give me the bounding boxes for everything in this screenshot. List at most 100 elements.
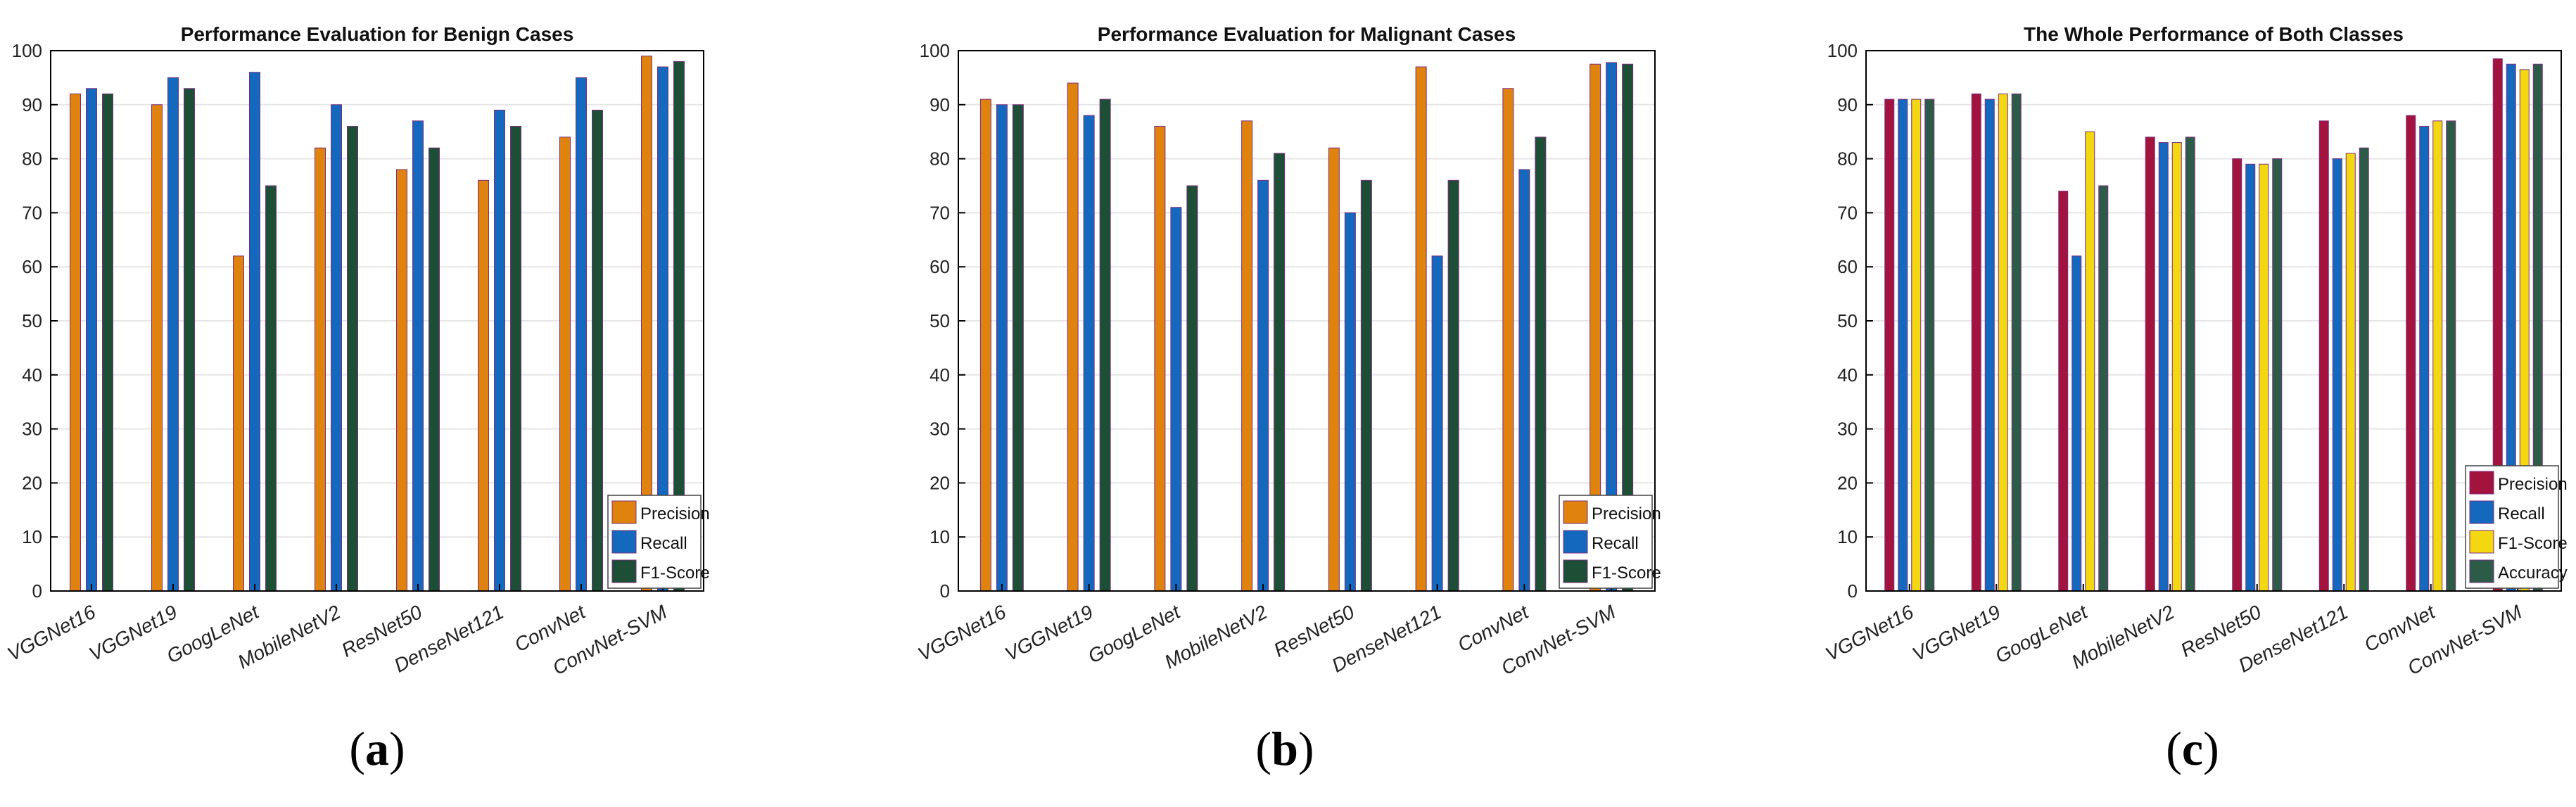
legend-swatch-accuracy xyxy=(2469,559,2494,583)
ytick-label: 100 xyxy=(12,40,42,61)
legend-swatch-recall xyxy=(1563,530,1588,554)
ytick-label: 10 xyxy=(1837,526,1858,547)
bar-recall-convnet xyxy=(2419,126,2430,592)
xtick-label: VGGNet16 xyxy=(1822,601,1917,666)
bar-f1-score-mobilenetv2 xyxy=(1274,153,1286,592)
bar-precision-vggnet16 xyxy=(1884,99,1895,592)
chart-title: Performance Evaluation for Benign Cases xyxy=(181,23,574,45)
ytick-label: 10 xyxy=(22,526,42,547)
bar-precision-convnet xyxy=(559,136,571,592)
bar-recall-mobilenetv2 xyxy=(2158,142,2169,592)
legend-label-recall: Recall xyxy=(640,534,687,553)
ytick-label: 20 xyxy=(22,472,42,493)
bar-f1-score-densenet121 xyxy=(510,126,521,592)
legend-label-recall: Recall xyxy=(1592,534,1639,553)
legend: Precision Recall F1-Score xyxy=(1559,495,1661,589)
caption-a: (a) xyxy=(349,722,405,775)
bar-recall-convnet xyxy=(1518,169,1530,592)
ytick-label: 40 xyxy=(22,364,42,386)
bar-precision-resnet50 xyxy=(2232,158,2242,592)
bar-accuracy-convnet xyxy=(2446,120,2456,592)
ytick-label: 70 xyxy=(929,202,950,223)
ytick-label: 80 xyxy=(1837,148,1858,170)
legend-swatch-precision xyxy=(1563,500,1588,524)
legend-label-precision: Precision xyxy=(640,504,710,523)
xtick-label: VGGNet19 xyxy=(1909,601,2004,666)
ytick-label: 60 xyxy=(22,256,42,277)
chart-c: 0102030405060708090100VGGNet16VGGNet19Go… xyxy=(1822,23,2568,679)
ytick-label: 90 xyxy=(929,94,950,115)
bar-f1-score-googlenet xyxy=(2085,131,2095,592)
bar-accuracy-densenet121 xyxy=(2359,147,2369,592)
bar-precision-mobilenetv2 xyxy=(315,147,326,592)
bar-precision-mobilenetv2 xyxy=(1241,120,1253,592)
bar-precision-densenet121 xyxy=(2318,120,2329,592)
bar-f1-score-convnet xyxy=(2432,120,2443,592)
legend-label-accuracy: Accuracy xyxy=(2498,564,2568,583)
ytick-label: 90 xyxy=(22,94,42,115)
legend-swatch-precision xyxy=(2469,471,2494,495)
bar-accuracy-vggnet19 xyxy=(2011,93,2022,592)
caption-c: (c) xyxy=(2166,722,2219,775)
bar-precision-convnet xyxy=(2406,115,2416,592)
ytick-label: 80 xyxy=(929,148,950,170)
ytick-label: 100 xyxy=(1827,40,1858,61)
legend: Precision Recall F1-Score Accuracy xyxy=(2465,465,2568,589)
legend-label-precision: Precision xyxy=(1592,504,1661,523)
legend-label-f1-score: F1-Score xyxy=(1592,564,1661,583)
bar-recall-resnet50 xyxy=(412,120,424,592)
bar-precision-vggnet16 xyxy=(70,93,81,592)
bar-f1-score-vggnet19 xyxy=(184,88,195,592)
bar-recall-googlenet xyxy=(2071,255,2082,592)
xtick-label: VGGNet19 xyxy=(1001,601,1096,666)
caption-b: (b) xyxy=(1255,722,1314,775)
bar-f1-score-mobilenetv2 xyxy=(347,126,358,592)
chart-title: The Whole Performance of Both Classes xyxy=(2024,23,2404,45)
axes-frame xyxy=(50,50,704,592)
bar-f1-score-vggnet19 xyxy=(1998,93,2008,592)
ytick-label: 40 xyxy=(1837,364,1858,386)
xtick-label: VGGNet16 xyxy=(4,601,99,666)
bar-recall-vggnet19 xyxy=(167,77,179,592)
axes-frame xyxy=(1865,50,2562,592)
ytick-label: 100 xyxy=(920,40,950,61)
bar-precision-vggnet16 xyxy=(979,99,991,592)
bar-f1-score-resnet50 xyxy=(1360,179,1372,592)
bar-recall-densenet121 xyxy=(1431,255,1443,592)
caption-c-letter: c xyxy=(2181,722,2204,775)
bar-recall-densenet121 xyxy=(494,109,505,592)
legend-swatch-recall xyxy=(2469,500,2494,524)
bar-recall-vggnet19 xyxy=(1083,115,1095,592)
bar-recall-densenet121 xyxy=(2332,158,2342,592)
bar-recall-resnet50 xyxy=(2245,163,2256,592)
caption-b-letter: b xyxy=(1271,722,1298,775)
legend-swatch-precision xyxy=(611,500,637,524)
bar-f1-score-convnet xyxy=(1535,136,1547,592)
bar-precision-googlenet xyxy=(2058,191,2069,592)
ytick-label: 30 xyxy=(929,419,950,440)
bar-recall-googlenet xyxy=(249,72,260,592)
ytick-label: 50 xyxy=(929,310,950,331)
ytick-label: 90 xyxy=(1837,94,1858,115)
legend-swatch-f1-score xyxy=(2469,530,2494,554)
bar-accuracy-resnet50 xyxy=(2272,158,2283,592)
bar-f1-score-densenet121 xyxy=(1447,179,1459,592)
bar-precision-resnet50 xyxy=(396,169,407,592)
bar-f1-score-resnet50 xyxy=(429,147,440,592)
bar-recall-mobilenetv2 xyxy=(331,104,342,592)
bar-f1-score-vggnet19 xyxy=(1099,99,1111,592)
bar-f1-score-densenet121 xyxy=(2345,153,2356,592)
bar-precision-googlenet xyxy=(1154,126,1166,592)
legend-label-f1-score: F1-Score xyxy=(2498,534,2568,553)
bar-recall-mobilenetv2 xyxy=(1257,179,1269,592)
bar-precision-googlenet xyxy=(233,255,244,592)
bar-precision-vggnet19 xyxy=(151,104,163,592)
ytick-label: 40 xyxy=(929,364,950,386)
legend-swatch-f1-score xyxy=(611,559,637,583)
bar-f1-score-mobilenetv2 xyxy=(2171,142,2182,592)
bar-recall-vggnet16 xyxy=(996,104,1008,592)
bar-precision-vggnet19 xyxy=(1971,93,1981,592)
axes-frame xyxy=(958,50,1656,592)
ytick-label: 30 xyxy=(1837,419,1858,440)
